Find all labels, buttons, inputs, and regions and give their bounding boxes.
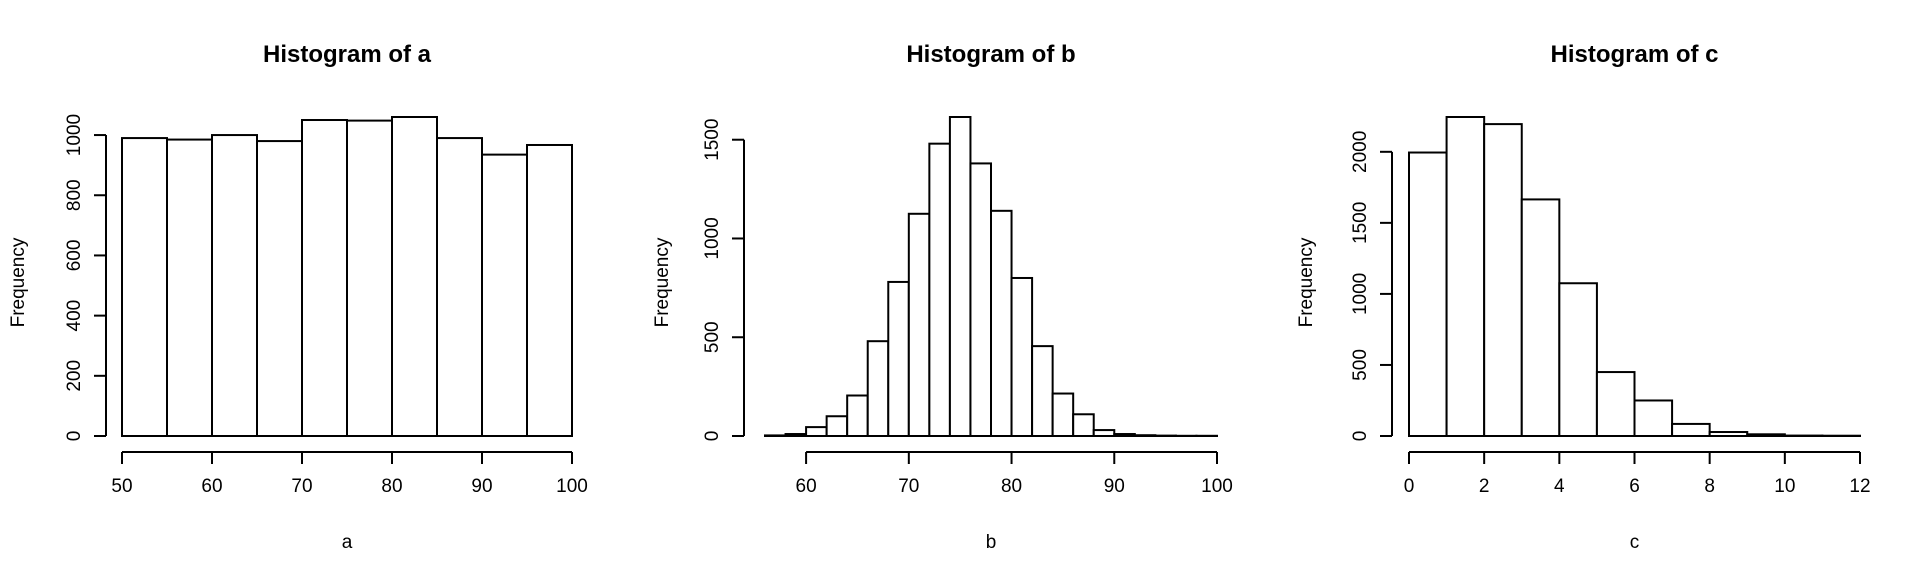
hist-a-y-tick-label: 600 (64, 240, 85, 272)
hist-b-bar (948, 116, 972, 437)
hist-a-bar (436, 137, 483, 437)
hist-c-bar (1671, 422, 1711, 438)
hist-b-bar (1092, 429, 1116, 438)
histogram-b-panel: Histogram of b60 70 80 90 100050010001500bFr… (652, 41, 1233, 553)
hist-c-y-tick-label: 2000 (1350, 131, 1371, 173)
hist-a-y-tick-label: 200 (64, 360, 85, 392)
hist-c-bar (1408, 151, 1448, 438)
histogram-c-panel: Histogram of c 0 2 4 6 8 10 12 0 500 1000 1500 2000 c… (1296, 41, 1871, 553)
hist-c-bar (1520, 198, 1561, 437)
hist-c-y-tick-label: 1500 (1350, 202, 1371, 244)
hist-a-x-tick-label: 60 (201, 476, 222, 497)
hist-c-x-tick-label: 4 (1554, 476, 1565, 497)
hist-c-bar (1633, 399, 1674, 438)
hist-a-y-tick-label: 0 (64, 431, 85, 442)
hist-c-x-tick-label: 6 (1629, 476, 1640, 497)
hist-c-x-tick-label: 8 (1704, 476, 1715, 497)
hist-c-y-tick-label: 0 (1350, 431, 1371, 442)
hist-a-bar (526, 143, 573, 437)
hist-a-bar (121, 137, 168, 437)
hist-a-bar (346, 119, 393, 437)
hist-b-bar (846, 394, 869, 438)
hist-b-x-tick-label: 60 (796, 476, 817, 497)
hist-a-x-tick-label: 50 (111, 476, 132, 497)
hist-b-y-tick-label: 1500 (702, 119, 723, 161)
hist-b-y-axis-label: Frequency (652, 237, 673, 327)
hist-a-x-tick-label: 90 (471, 476, 492, 497)
hist-a-bar (391, 116, 438, 437)
hist-c-bar (1595, 371, 1636, 437)
hist-c-x-tick-label: 2 (1479, 476, 1490, 497)
hist-b-title: Histogram of b (906, 41, 1075, 68)
hist-b-x-tick-label: 90 (1104, 476, 1125, 497)
hist-b-y-tick-label: 1000 (702, 217, 723, 259)
hist-c-x-tick-label: 10 (1774, 476, 1795, 497)
hist-a-x-tick-label: 80 (381, 476, 402, 497)
hist-c-x-tick-label: 0 (1404, 476, 1415, 497)
hist-b-bar (1133, 434, 1157, 437)
hist-c-y-tick-label: 1000 (1350, 273, 1371, 315)
hist-c-y-axis-label: Frequency (1296, 237, 1317, 327)
histogram-a-panel: Histogram of a50 60 70 80 90 1000200400600800… (8, 41, 588, 553)
hist-a-bar (481, 153, 528, 437)
hist-c-y-tick-label: 500 (1350, 349, 1371, 381)
hist-b-y-tick-label: 0 (702, 431, 723, 442)
hist-b-bar (764, 434, 787, 438)
hist-a-title: Histogram of a (263, 41, 432, 68)
hist-c-bar (1708, 431, 1749, 438)
hist-c-bar (1483, 123, 1523, 437)
hist-b-bar (907, 212, 931, 437)
hist-a-x-tick-label: 70 (291, 476, 312, 497)
hist-a-x-axis-label: a (342, 532, 353, 553)
hist-a-bar (256, 140, 303, 437)
hist-b-bar (1072, 413, 1095, 438)
hist-b-x-tick-label: 80 (1001, 476, 1022, 497)
hist-b-bar (866, 340, 890, 437)
hist-b-bar (928, 142, 951, 437)
hist-b-x-tick-label: 70 (898, 476, 919, 497)
hist-a-bar (166, 138, 213, 438)
hist-c-bar (1746, 433, 1786, 438)
hist-a-y-tick-label: 800 (64, 179, 85, 211)
hist-a-bar (301, 119, 348, 438)
hist-a-y-axis-label: Frequency (8, 237, 29, 327)
hist-a-y-tick-label: 400 (64, 300, 85, 332)
hist-b-x-axis-label: b (986, 532, 997, 553)
hist-a-x-tick-label: 100 (556, 476, 588, 497)
hist-b-x-tick-label: 100 (1201, 476, 1233, 497)
hist-b-bar (990, 209, 1013, 437)
hist-b-bar (887, 280, 910, 437)
hist-a-y-tick-label: 1000 (64, 114, 85, 156)
hist-b-bar (1051, 392, 1075, 437)
hist-c-x-axis-label: c (1630, 532, 1640, 553)
hist-c-bar (1445, 116, 1486, 437)
hist-c-x-tick-label: 12 (1849, 476, 1870, 497)
hist-c-bar (1558, 282, 1598, 437)
hist-b-bar (1031, 345, 1054, 437)
hist-c-title: Histogram of c (1550, 41, 1718, 68)
hist-b-bar (825, 415, 849, 438)
hist-b-bar (784, 433, 808, 438)
hist-b-bar (1113, 433, 1136, 438)
hist-b-bar (969, 162, 992, 437)
hist-b-bar (1010, 276, 1034, 437)
hist-b-y-tick-label: 500 (702, 321, 723, 353)
hist-b-bar (805, 426, 828, 437)
hist-a-bar (211, 134, 258, 437)
